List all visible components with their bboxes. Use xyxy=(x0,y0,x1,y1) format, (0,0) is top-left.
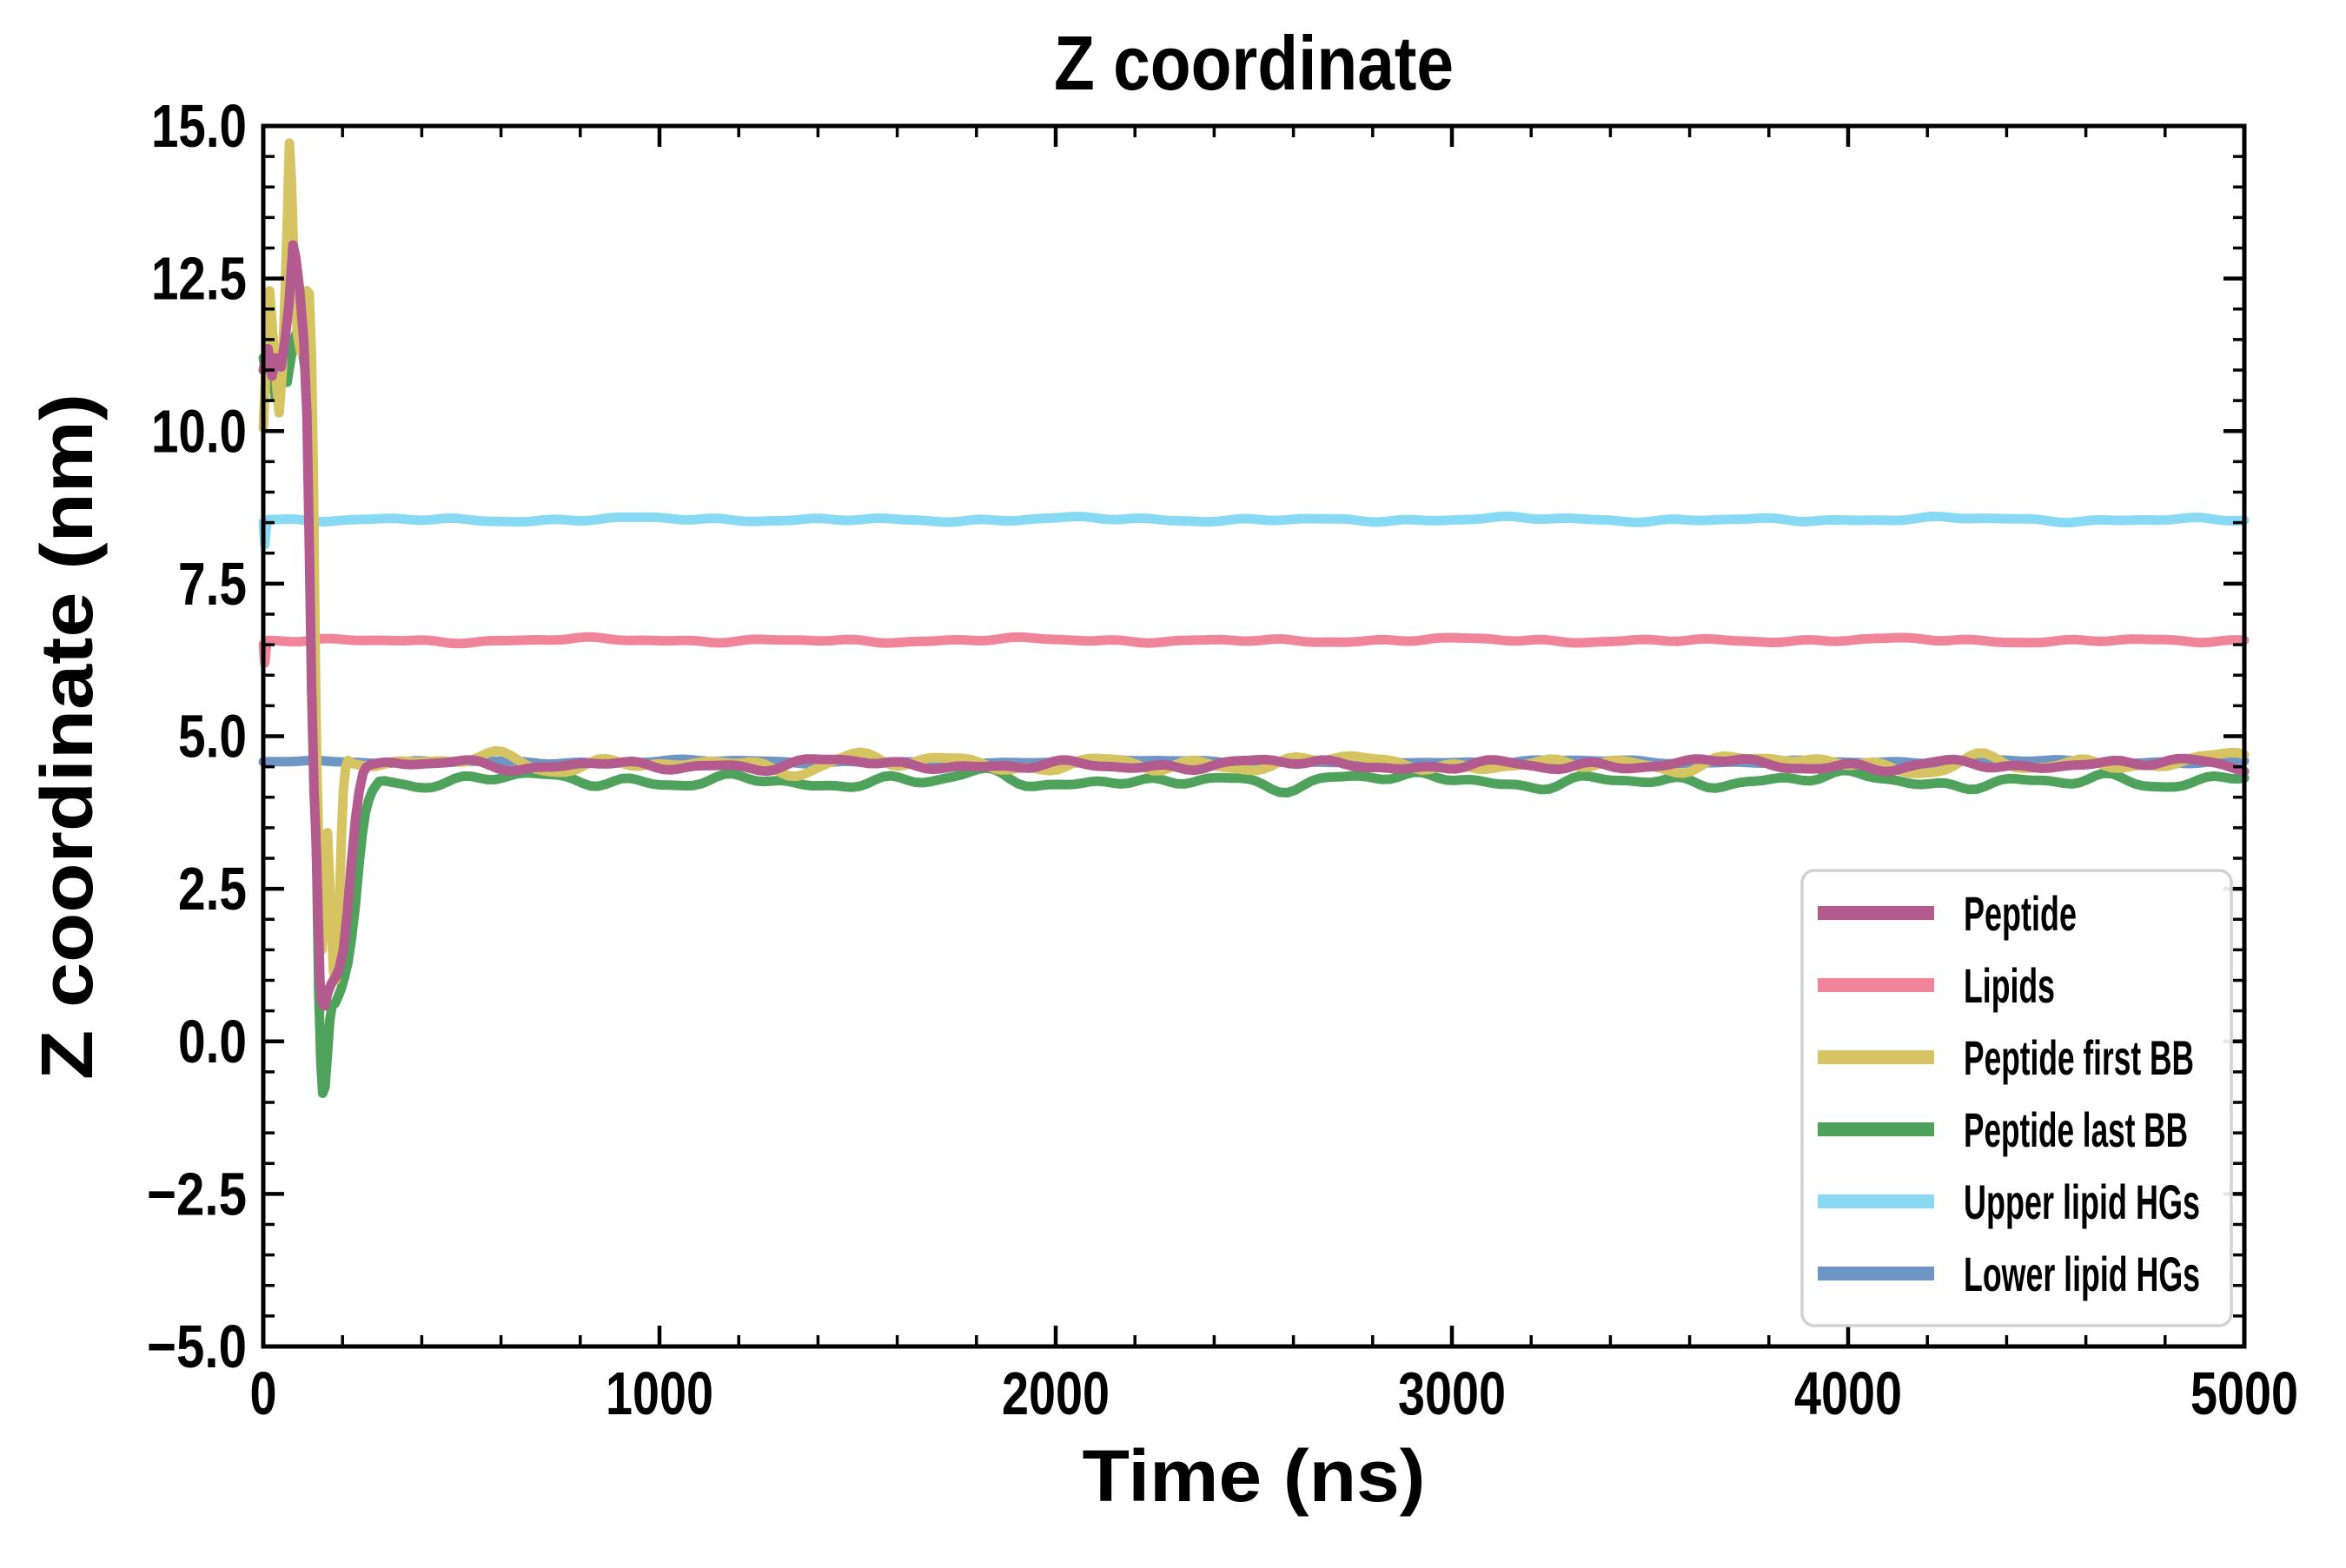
tick-labels: 0 1000 2000 3000 4000 5000 15.0 12.5 10.0 7.5 5.0 2… xyxy=(147,92,2298,1427)
x-tick-label: 3000 xyxy=(1398,1360,1506,1427)
legend-entry: Peptide last BB xyxy=(1818,1102,2188,1157)
series-line-upper-lipid-hgs xyxy=(258,511,2250,550)
x-tick-label: 2000 xyxy=(1002,1360,1110,1427)
y-axis-title: Z coordinate (nm) xyxy=(26,394,108,1080)
legend-entry: Lower lipid HGs xyxy=(1818,1247,2200,1301)
legend-entry: Upper lipid HGs xyxy=(1818,1174,2200,1229)
x-axis-title: Time (ns) xyxy=(1083,1435,1426,1517)
y-tick-label: 10.0 xyxy=(151,397,247,465)
legend-entry: Peptide first BB xyxy=(1818,1030,2194,1085)
x-tick-label: 4000 xyxy=(1794,1360,1902,1427)
series-layer xyxy=(258,138,2250,1098)
x-tick-label: 1000 xyxy=(606,1360,713,1427)
legend-label: Lipids xyxy=(1964,958,2055,1013)
y-tick-label: −2.5 xyxy=(147,1160,247,1227)
axes-layer xyxy=(261,123,2247,1349)
y-tick-label: −5.0 xyxy=(147,1313,247,1380)
legend: Peptide Lipids Peptide first BB Peptide las… xyxy=(1800,869,2233,1327)
y-tick-label: 7.5 xyxy=(178,550,247,618)
legend-entry: Lipids xyxy=(1818,958,2055,1013)
y-tick-label: 12.5 xyxy=(151,245,247,313)
chart-title: Z coordinate xyxy=(1054,20,1454,106)
legend-label: Peptide last BB xyxy=(1964,1102,2188,1157)
legend-label: Peptide xyxy=(1964,886,2077,941)
y-tick-label: 2.5 xyxy=(178,855,247,923)
series-line-peptide xyxy=(258,240,2250,1011)
y-tick-label: 5.0 xyxy=(178,703,247,771)
legend-label: Peptide first BB xyxy=(1964,1030,2194,1085)
x-tick-label: 5000 xyxy=(2190,1360,2298,1427)
series-line-lipids xyxy=(258,632,2250,668)
y-tick-label: 0.0 xyxy=(178,1008,247,1075)
series-line-peptide-first-bb xyxy=(258,138,2250,985)
legend-label: Lower lipid HGs xyxy=(1964,1247,2200,1301)
legend-entry: Peptide xyxy=(1818,886,2077,941)
legend-label: Upper lipid HGs xyxy=(1964,1174,2200,1229)
y-tick-label: 15.0 xyxy=(151,92,247,160)
x-tick-label: 0 xyxy=(250,1360,277,1427)
